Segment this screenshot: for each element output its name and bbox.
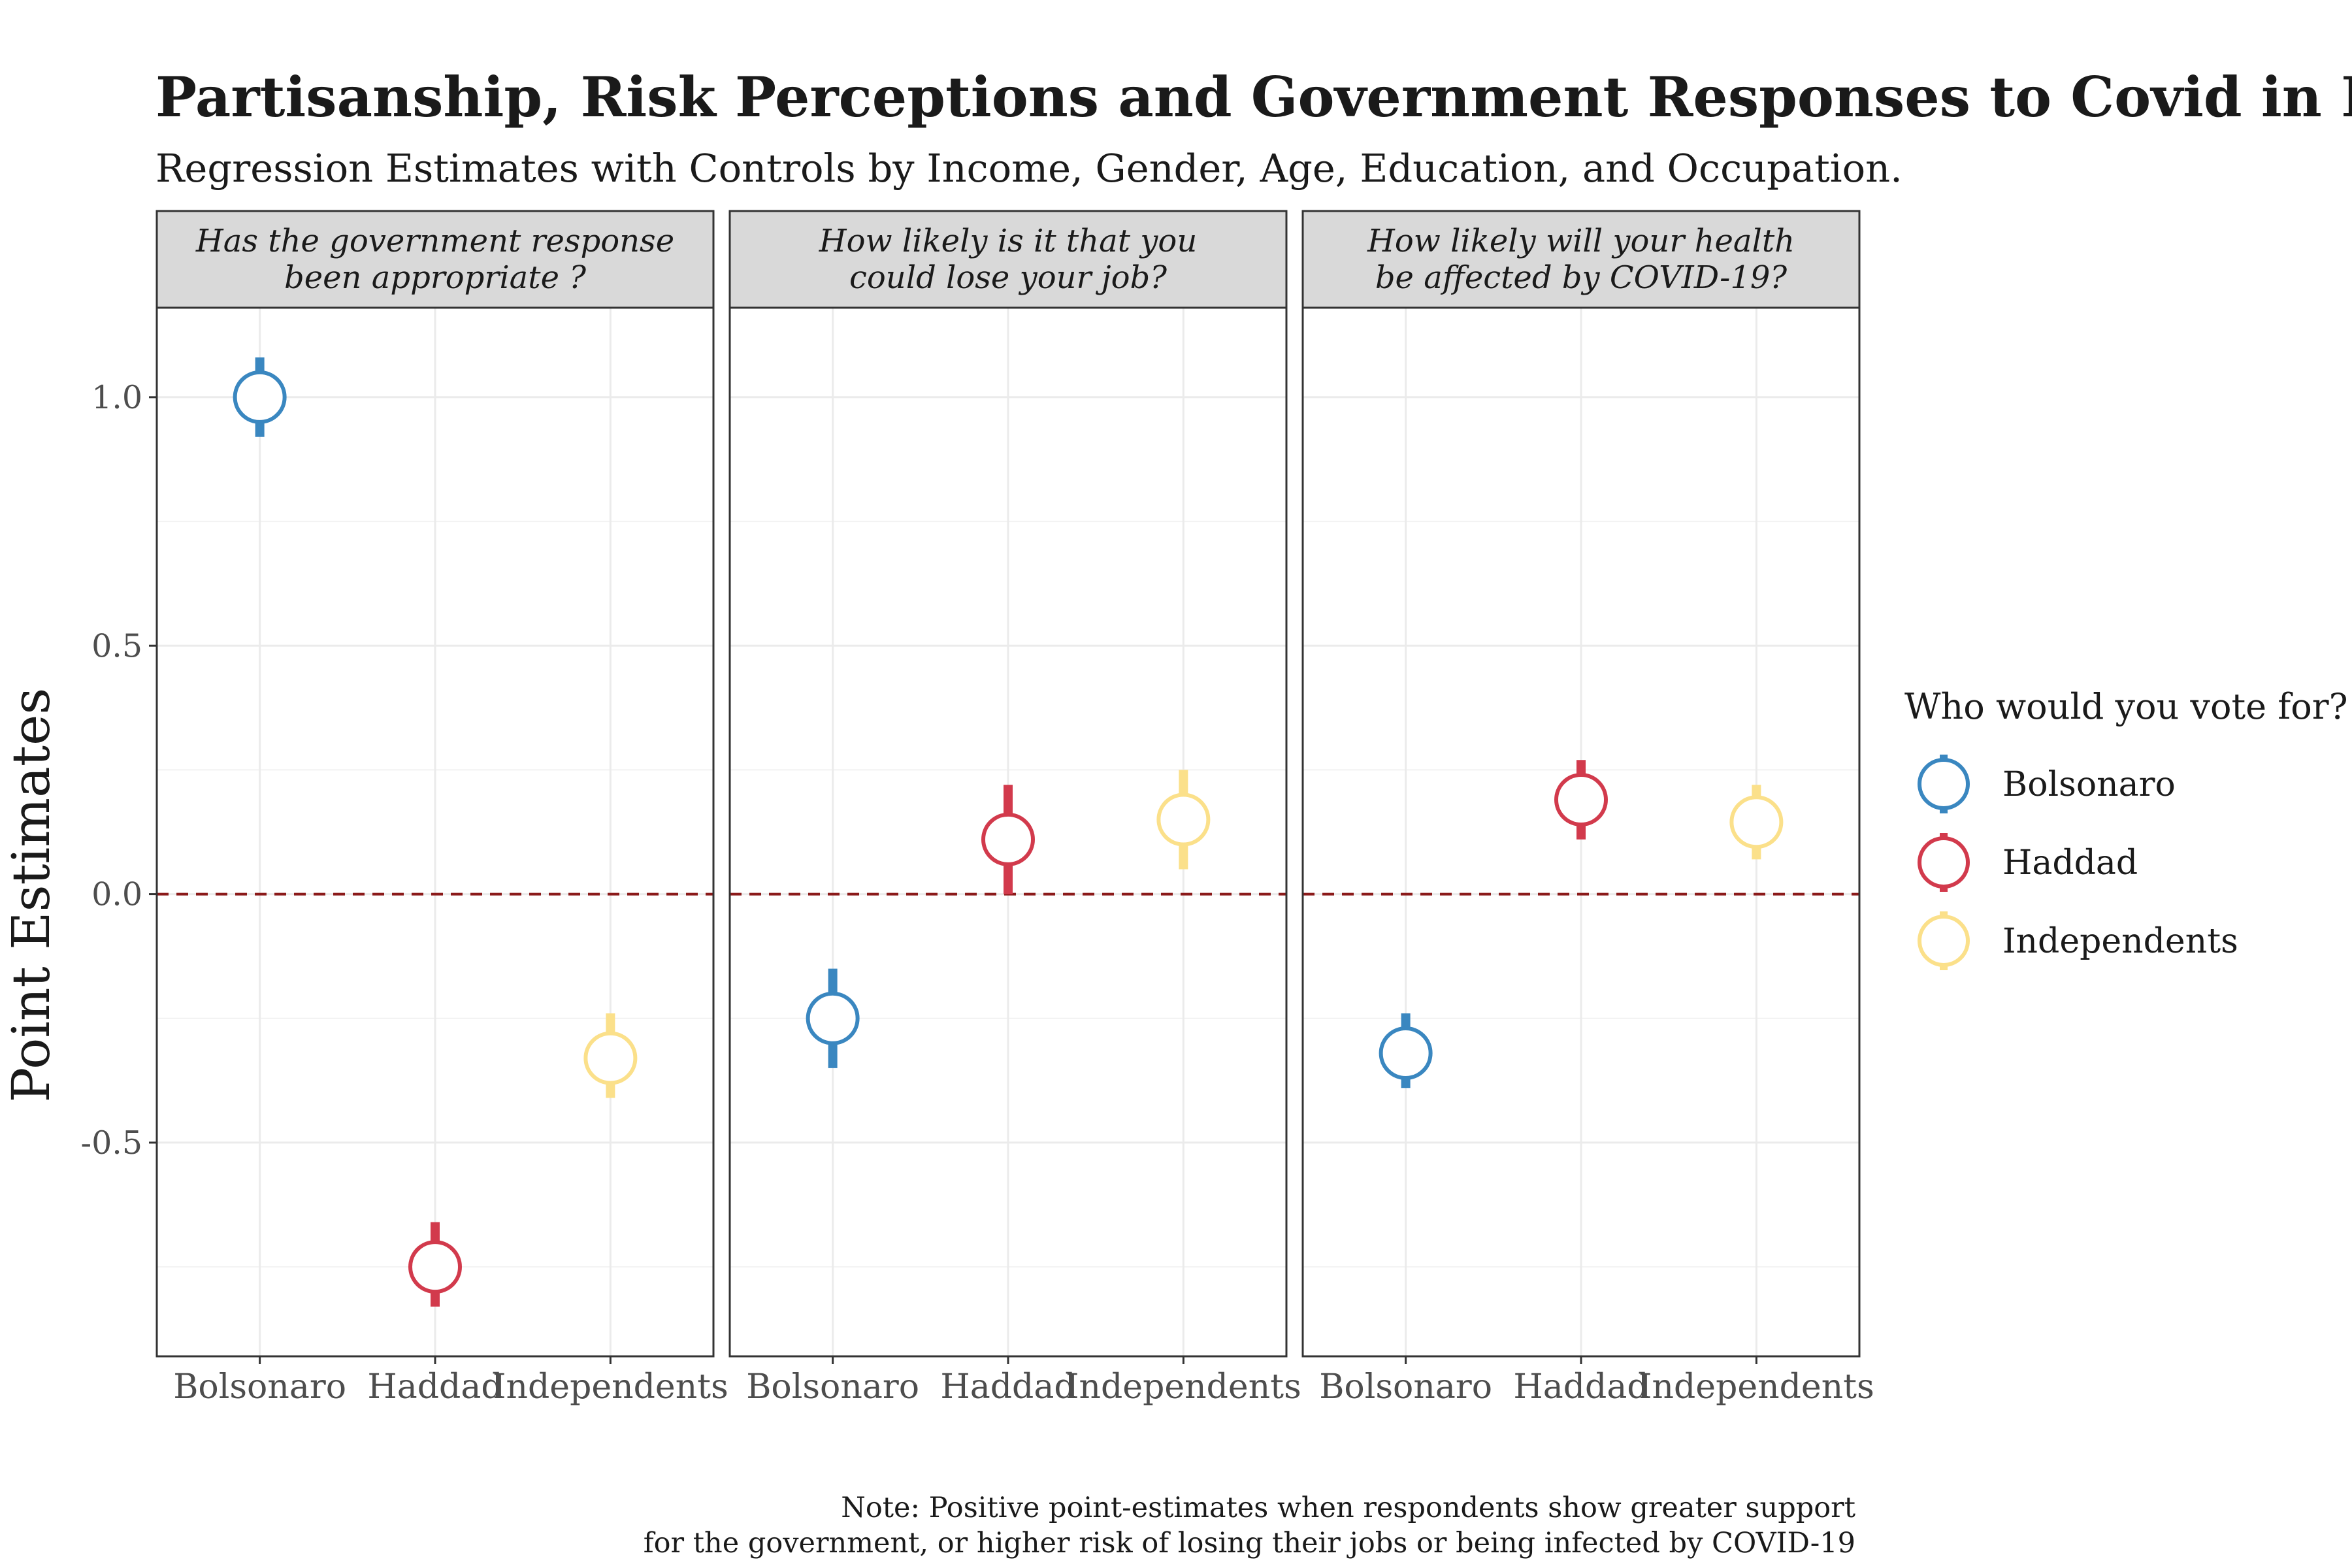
legend: Who would you vote for? Bolsonaro Haddad In… (1904, 686, 2348, 970)
x-tick-label: Bolsonaro (173, 1367, 346, 1407)
y-tick-label: 1.0 (91, 379, 142, 416)
legend-entry-label: Independents (2002, 922, 2238, 961)
panel-title-line: be affected by COVID-19? (1375, 259, 1788, 296)
x-tick-label: Independents (493, 1367, 728, 1407)
point-estimate (1729, 795, 1784, 849)
legend-entry-label: Haddad (2002, 843, 2138, 883)
x-tick-label: Independents (1639, 1367, 1874, 1407)
point-estimate (233, 370, 287, 424)
panel-strip (728, 210, 1288, 309)
x-tick-label: Independents (1066, 1367, 1301, 1407)
y-tick-label: 0.0 (91, 876, 142, 913)
legend-title: Who would you vote for? (1904, 686, 2348, 727)
chart-subtitle: Regression Estimates with Controls by In… (155, 146, 1903, 191)
panel-title-line: could lose your job? (849, 259, 1167, 296)
panel-title-line: been appropriate ? (284, 259, 586, 296)
panel-title-line: Has the government response (195, 223, 674, 259)
y-tick-label: 0.5 (91, 627, 142, 664)
chart-title: Partisanship, Risk Perceptions and Gover… (155, 65, 2352, 129)
legend-key-point (1918, 836, 1970, 889)
note-line-2: for the government, or higher risk of lo… (644, 1527, 1855, 1560)
point-estimate (1379, 1026, 1433, 1080)
y-axis-label: Point Estimates (1, 688, 61, 1103)
point-estimate (1554, 773, 1608, 827)
x-tick-label: Bolsonaro (1319, 1367, 1492, 1407)
x-tick-label: Haddad (940, 1367, 1075, 1407)
legend-key-point (1918, 915, 1970, 967)
note-line-1: Note: Positive point-estimates when resp… (841, 1492, 1855, 1524)
point-estimate (806, 991, 860, 1045)
point-estimate (1156, 792, 1211, 847)
x-tick-label: Haddad (1513, 1367, 1648, 1407)
panel-strip (155, 210, 715, 309)
legend-entry-label: Bolsonaro (2002, 765, 2176, 804)
point-estimate (583, 1031, 638, 1085)
panel-title-line: How likely will your health (1367, 223, 1795, 259)
panel-title-line: How likely is it that you (819, 223, 1197, 259)
legend-key-point (1918, 758, 1970, 810)
x-tick-label: Bolsonaro (746, 1367, 919, 1407)
y-tick-label: -0.5 (81, 1124, 142, 1162)
point-estimate (408, 1240, 462, 1294)
x-tick-label: Haddad (367, 1367, 502, 1407)
point-estimate (981, 812, 1035, 866)
